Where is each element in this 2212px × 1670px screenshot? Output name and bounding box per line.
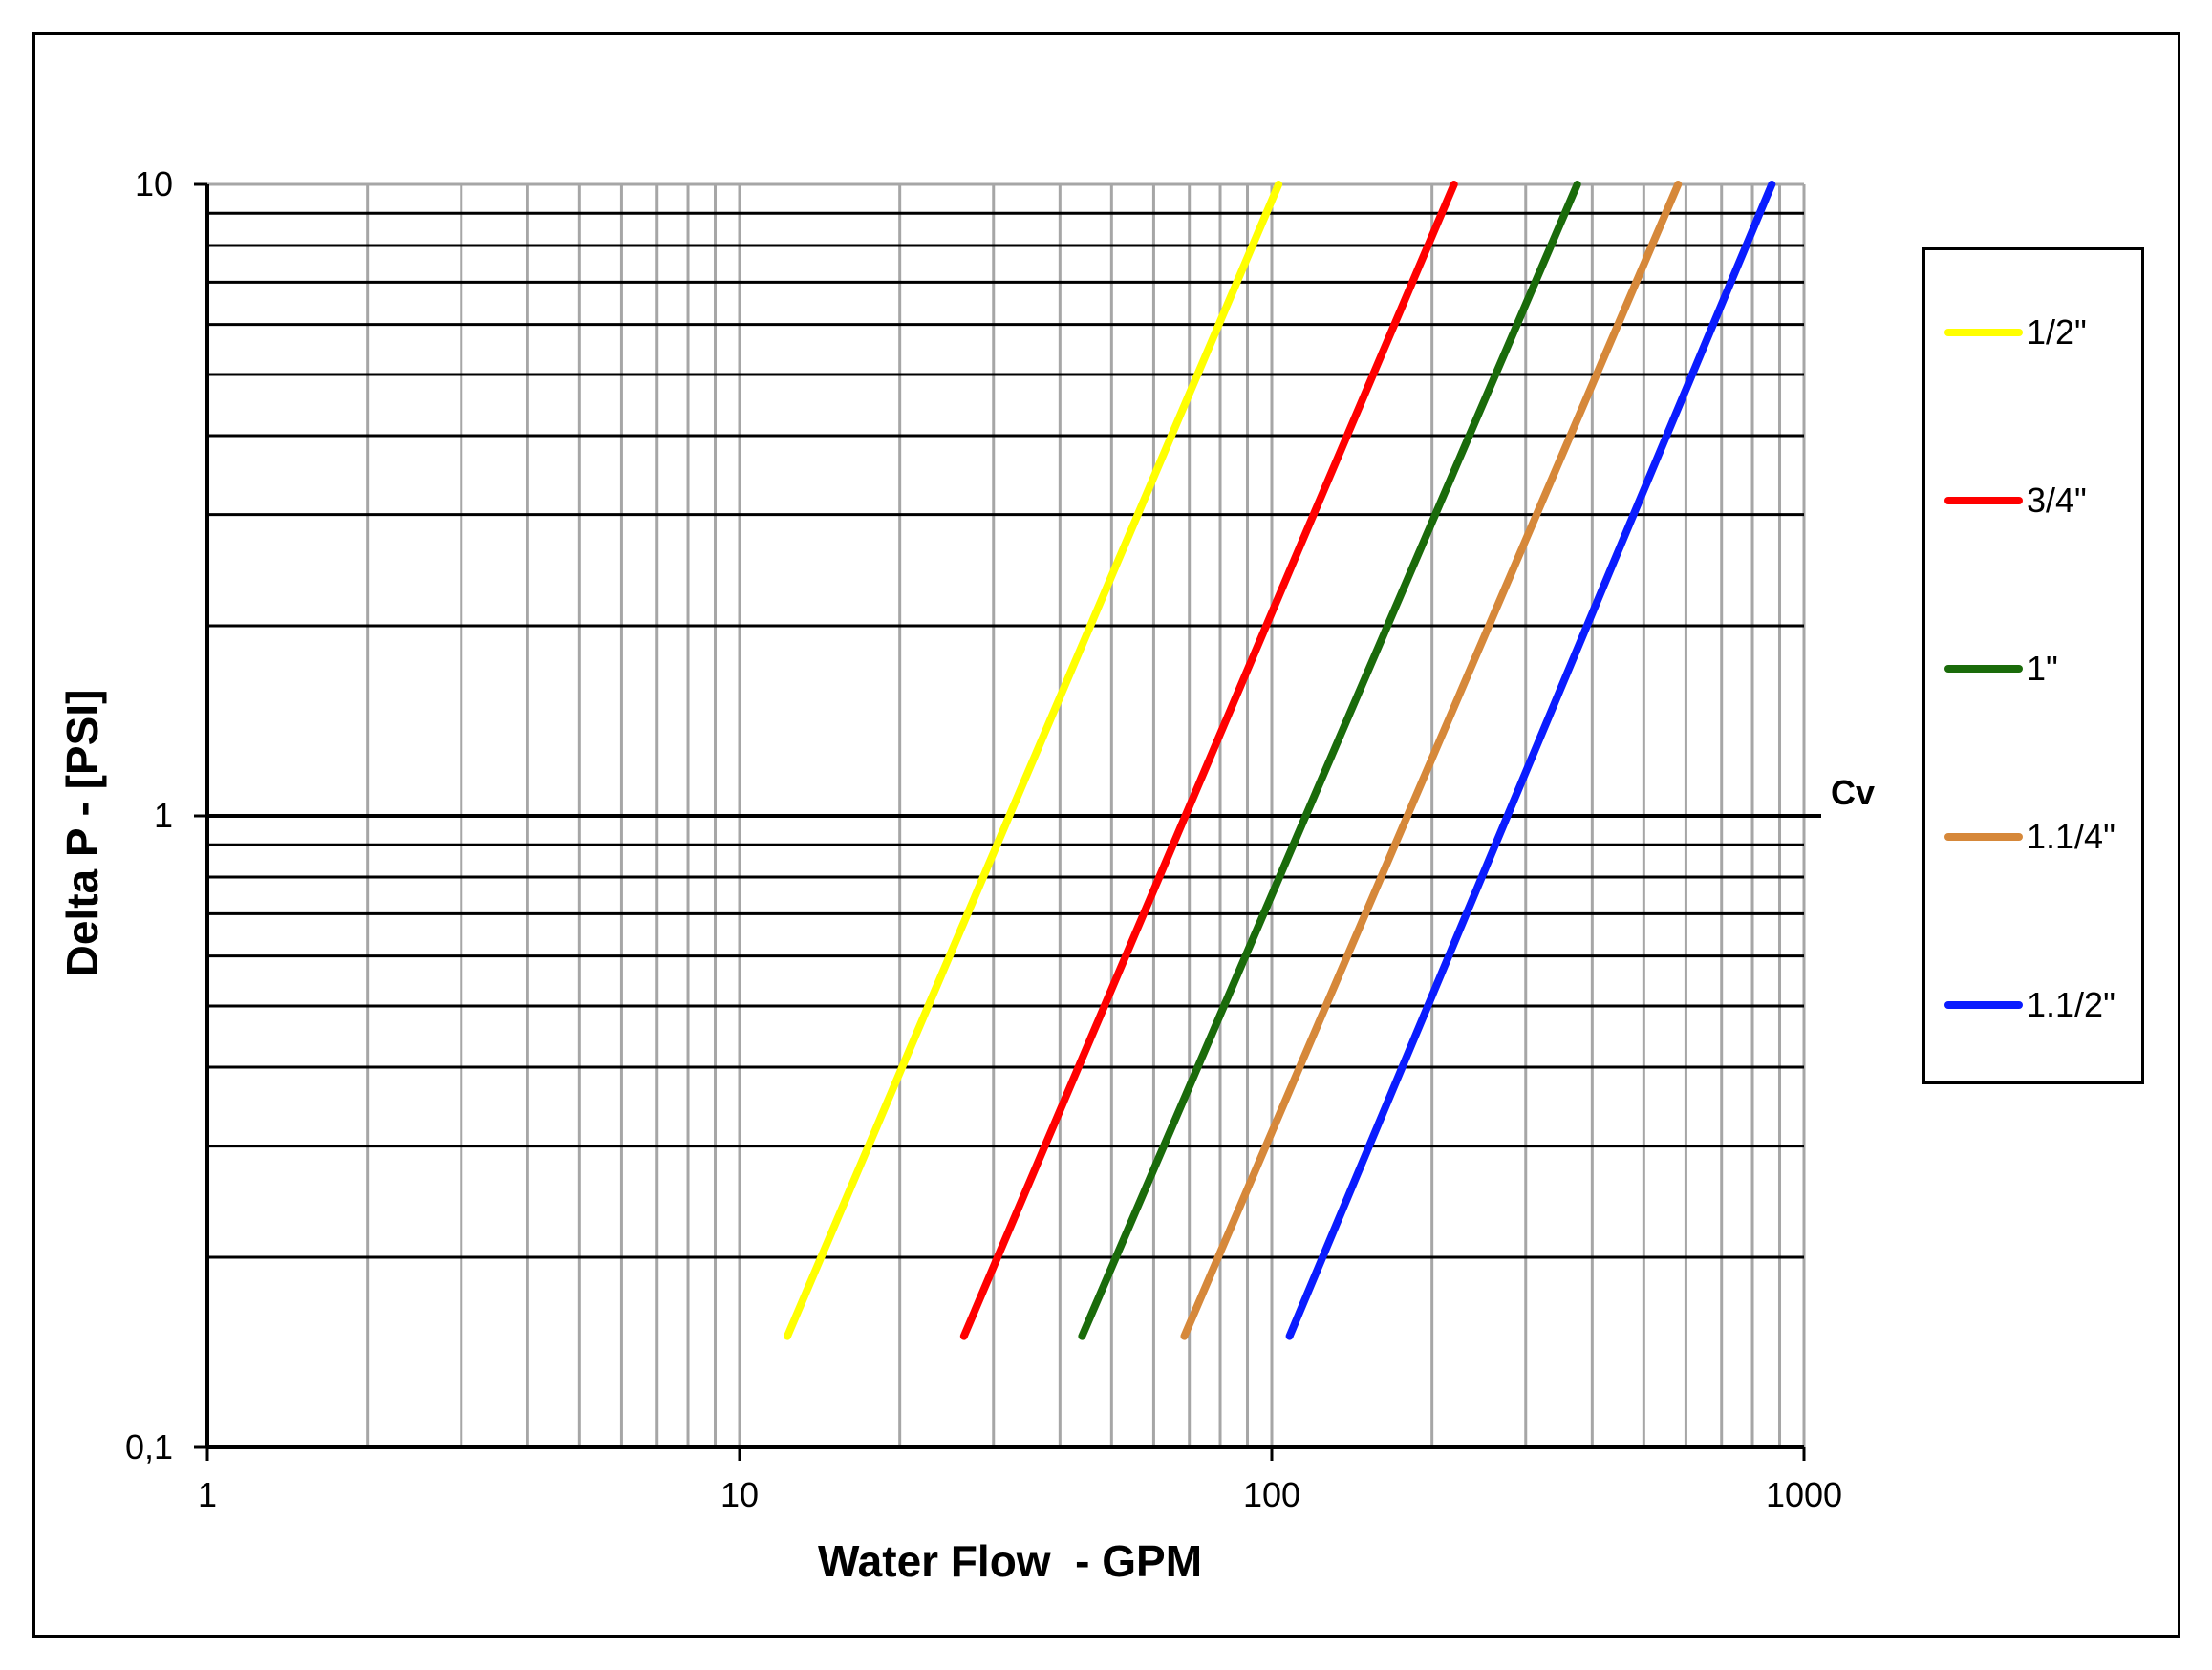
legend-item-3: 1" — [1944, 649, 2058, 688]
legend-swatch-4 — [1944, 833, 2023, 841]
legend-swatch-2 — [1944, 497, 2023, 504]
chart-frame — [32, 32, 2180, 1638]
horizontal-grid — [207, 211, 1821, 1259]
series-lines — [784, 181, 1776, 1340]
axes — [194, 182, 1806, 1461]
series-line-3 — [1078, 181, 1581, 1340]
legend-label-2: 3/4" — [2027, 481, 2087, 520]
x-axis-title: Water Flow - GPM — [818, 1536, 1202, 1586]
legend-item-1: 1/2" — [1944, 312, 2087, 352]
x-tick-label: 1 — [198, 1475, 217, 1514]
legend: 1/2" 3/4" 1" 1.1/4" 1.1/2" — [1922, 247, 2144, 1084]
legend-label-1: 1/2" — [2027, 312, 2087, 352]
series-line-1 — [784, 181, 1283, 1340]
y-tick-label: 1 — [154, 796, 173, 835]
cv-reference-label: Cv — [1831, 773, 1875, 812]
legend-swatch-1 — [1944, 329, 2023, 336]
series-line-2 — [959, 181, 1458, 1340]
y-tick-label: 10 — [135, 164, 173, 203]
series-line-5 — [1285, 181, 1776, 1340]
y-axis-title: Delta P - [PSI] — [57, 690, 107, 977]
legend-label-4: 1.1/4" — [2027, 817, 2115, 856]
legend-swatch-3 — [1944, 665, 2023, 673]
legend-label-3: 1" — [2027, 649, 2058, 688]
legend-label-5: 1.1/2" — [2027, 985, 2115, 1024]
tick-labels: 1 10 100 1000 0,1 1 10 — [125, 164, 1842, 1514]
x-tick-label: 100 — [1243, 1475, 1300, 1514]
x-tick-label: 10 — [720, 1475, 759, 1514]
x-tick-label: 1000 — [1766, 1475, 1842, 1514]
legend-item-4: 1.1/4" — [1944, 817, 2115, 856]
legend-swatch-5 — [1944, 1001, 2023, 1009]
legend-item-2: 3/4" — [1944, 481, 2087, 520]
series-line-4 — [1180, 181, 1683, 1340]
legend-item-5: 1.1/2" — [1944, 985, 2115, 1024]
y-tick-label: 0,1 — [125, 1427, 173, 1467]
